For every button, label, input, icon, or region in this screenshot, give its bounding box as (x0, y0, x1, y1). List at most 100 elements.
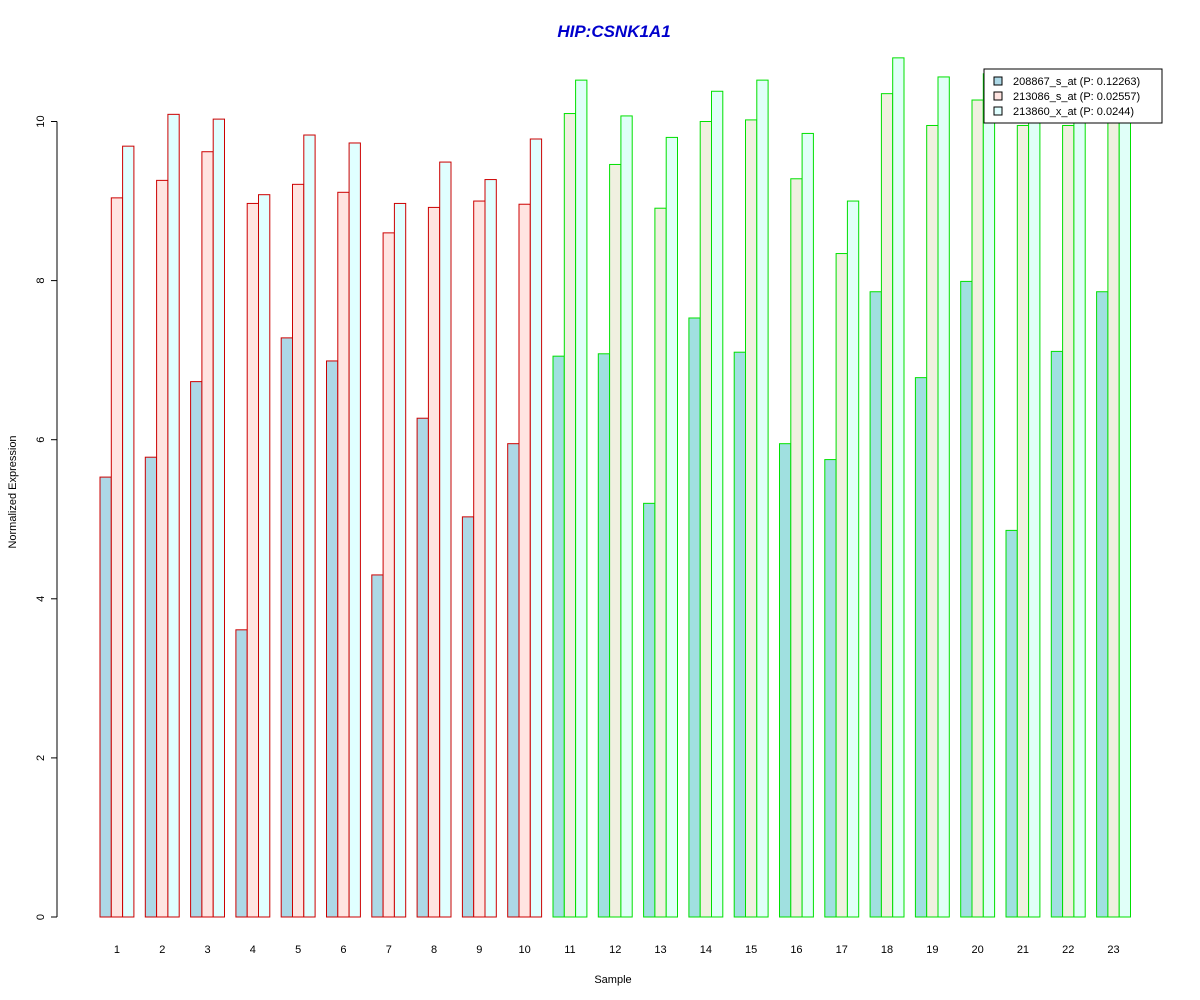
bar-sample-9-series-3 (484, 179, 497, 918)
bar-sample-15-series-3 (756, 79, 769, 918)
bar-sample-1-series-2 (110, 197, 124, 918)
bar-sample-9-series-2 (473, 200, 486, 918)
bar-sample-10-series-1 (507, 443, 520, 918)
x-tick-label: 13 (654, 944, 666, 956)
x-tick-label: 4 (250, 944, 256, 956)
bar-sample-16-series-2 (790, 178, 803, 918)
bar-sample-21-series-2 (1016, 124, 1030, 918)
bar-sample-3-series-2 (201, 151, 214, 918)
x-tick-label: 22 (1062, 944, 1074, 956)
bar-sample-9-series-1 (461, 516, 475, 918)
bar-sample-20-series-3 (982, 73, 996, 918)
bar-sample-17-series-3 (846, 200, 860, 918)
x-tick-label: 5 (295, 944, 301, 956)
bar-sample-22-series-3 (1073, 119, 1086, 918)
bar-sample-7-series-2 (382, 232, 395, 918)
bar-sample-17-series-1 (824, 459, 837, 918)
y-tick-label: 10 (35, 115, 47, 127)
bar-sample-11-series-3 (575, 79, 588, 918)
bar-sample-15-series-1 (733, 351, 747, 918)
legend-box (983, 68, 1163, 124)
y-tick-label: 0 (35, 914, 47, 920)
x-tick-label: 20 (972, 944, 984, 956)
x-tick-label: 3 (204, 944, 210, 956)
legend-swatch (993, 76, 1003, 86)
bar-sample-22-series-2 (1062, 124, 1075, 918)
x-tick-label: 1 (114, 944, 120, 956)
bar-sample-23-series-3 (1118, 117, 1131, 918)
bar-sample-18-series-1 (869, 291, 882, 918)
x-tick-label: 23 (1107, 944, 1119, 956)
x-tick-label: 18 (881, 944, 893, 956)
x-tick-label: 21 (1017, 944, 1029, 956)
x-tick-label: 11 (564, 944, 575, 956)
y-tick-label: 4 (35, 596, 47, 602)
bar-sample-13-series-2 (654, 207, 667, 918)
bar-sample-12-series-2 (609, 163, 622, 918)
bar-sample-13-series-1 (643, 502, 656, 918)
bar-sample-21-series-1 (1005, 529, 1018, 918)
legend-label: 208867_s_at (P: 0.12263) (1013, 76, 1140, 88)
bar-sample-6-series-2 (337, 191, 350, 918)
bar-sample-3-series-3 (212, 118, 225, 918)
bar-sample-12-series-1 (597, 353, 611, 918)
bar-sample-10-series-3 (529, 138, 543, 918)
x-tick-label: 2 (159, 944, 165, 956)
bar-sample-6-series-1 (326, 360, 339, 918)
bar-sample-16-series-1 (779, 443, 792, 918)
x-axis-title: Sample (594, 974, 631, 986)
x-axis-labels: 1 2 3 4 5 6 7 8 9 10 11 12 13 14 15 16 17 18 19 20 21 22 23 (114, 944, 1120, 956)
x-tick-label: 19 (926, 944, 938, 956)
legend: 208867_s_at (P: 0.12263) 213086_s_at (P: … (983, 68, 1163, 124)
bar-sample-4-series-2 (246, 202, 259, 918)
x-tick-label: 17 (836, 944, 848, 956)
bar-sample-23-series-2 (1107, 117, 1120, 918)
bar-sample-7-series-3 (393, 202, 407, 918)
bar-sample-11-series-2 (563, 113, 577, 918)
bar-sample-19-series-3 (937, 76, 950, 918)
legend-swatch (993, 106, 1003, 116)
bar-sample-11-series-1 (552, 355, 565, 918)
bar-sample-14-series-3 (711, 90, 724, 918)
bar-sample-20-series-1 (960, 280, 973, 918)
bar-sample-15-series-2 (745, 119, 758, 918)
legend-label: 213086_s_at (P: 0.02557) (1013, 91, 1140, 103)
bars-layer (99, 57, 1131, 918)
bar-sample-8-series-3 (439, 161, 452, 918)
x-tick-label: 8 (431, 944, 437, 956)
bar-sample-19-series-2 (926, 124, 939, 918)
bar-sample-5-series-3 (303, 134, 316, 918)
bar-sample-2-series-2 (156, 179, 169, 918)
x-tick-label: 15 (745, 944, 757, 956)
bar-sample-10-series-2 (518, 203, 531, 918)
y-axis-title: Normalized Expression (7, 435, 19, 548)
bar-sample-3-series-1 (190, 381, 203, 918)
bar-sample-14-series-2 (699, 121, 713, 918)
bar-sample-18-series-3 (892, 57, 905, 918)
bar-sample-1-series-1 (99, 476, 112, 918)
y-tick-label: 6 (35, 437, 47, 443)
bar-sample-8-series-2 (427, 206, 441, 918)
x-tick-label: 10 (519, 944, 531, 956)
y-tick-label: 2 (35, 755, 47, 761)
chart-title: HIP:CSNK1A1 (557, 22, 670, 41)
y-tick-label: 8 (35, 278, 47, 284)
bar-sample-5-series-1 (280, 337, 294, 918)
legend-label: 213860_x_at (P: 0.0244) (1013, 106, 1134, 118)
bar-sample-19-series-1 (914, 377, 928, 918)
bar-sample-13-series-3 (665, 136, 679, 918)
bar-sample-20-series-2 (971, 99, 984, 918)
bar-sample-18-series-2 (880, 93, 894, 918)
bar-sample-16-series-3 (801, 132, 814, 918)
bar-sample-6-series-3 (348, 142, 361, 918)
bar-sample-23-series-1 (1096, 291, 1109, 918)
x-tick-label: 14 (700, 944, 712, 956)
bar-sample-14-series-1 (688, 317, 701, 918)
bar-sample-5-series-2 (292, 183, 305, 918)
x-tick-label: 12 (609, 944, 621, 956)
bar-sample-21-series-3 (1028, 121, 1041, 918)
bar-sample-22-series-1 (1050, 350, 1064, 918)
bar-sample-1-series-3 (122, 145, 135, 918)
